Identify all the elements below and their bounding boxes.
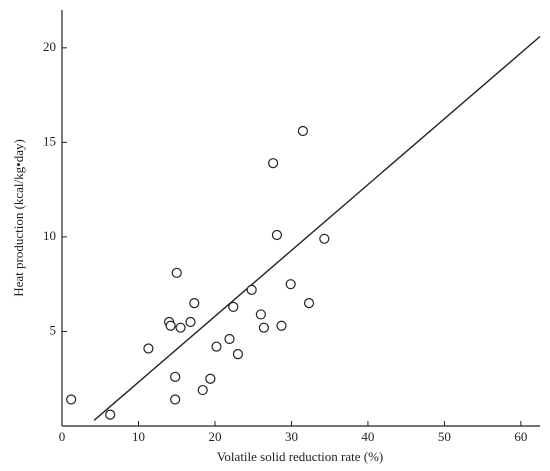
data-point: [185, 316, 196, 328]
data-point: [143, 343, 154, 354]
data-point: [189, 297, 200, 309]
data-point: [232, 349, 244, 360]
x-axis-label: Volatile solid reduction rate (%): [217, 449, 384, 464]
data-point: [271, 229, 283, 241]
data-point: [267, 158, 279, 169]
x-tick-label: 50: [438, 429, 451, 444]
data-point: [258, 322, 270, 333]
x-tick-label: 40: [361, 429, 374, 444]
data-point: [205, 373, 216, 384]
data-point: [170, 394, 181, 405]
x-tick-label: 10: [132, 429, 145, 444]
data-point: [297, 125, 309, 137]
data-point: [276, 320, 287, 331]
trend-line: [93, 35, 541, 421]
y-tick-label: 15: [43, 133, 56, 148]
data-point: [165, 320, 176, 331]
data-point: [175, 322, 186, 333]
data-point: [211, 341, 222, 352]
x-tick-label: 0: [59, 429, 66, 444]
y-tick-label: 5: [50, 322, 57, 337]
data-point: [228, 301, 239, 312]
data-point: [246, 284, 257, 295]
data-point: [319, 233, 330, 244]
x-tick-label: 20: [208, 429, 221, 444]
data-point: [224, 333, 235, 345]
data-point: [171, 267, 182, 278]
x-tick-label: 60: [514, 429, 527, 444]
data-point: [170, 371, 181, 382]
y-axis-label: Heat production (kcal/kg•day): [11, 139, 26, 297]
data-point: [285, 279, 296, 290]
y-tick-label: 20: [43, 39, 56, 54]
data-point: [66, 394, 77, 405]
data-point: [105, 409, 116, 420]
data-point: [303, 297, 315, 309]
y-tick-label: 10: [43, 228, 56, 243]
data-point: [197, 384, 208, 396]
data-point: [255, 309, 266, 320]
x-tick-label: 30: [285, 429, 298, 444]
